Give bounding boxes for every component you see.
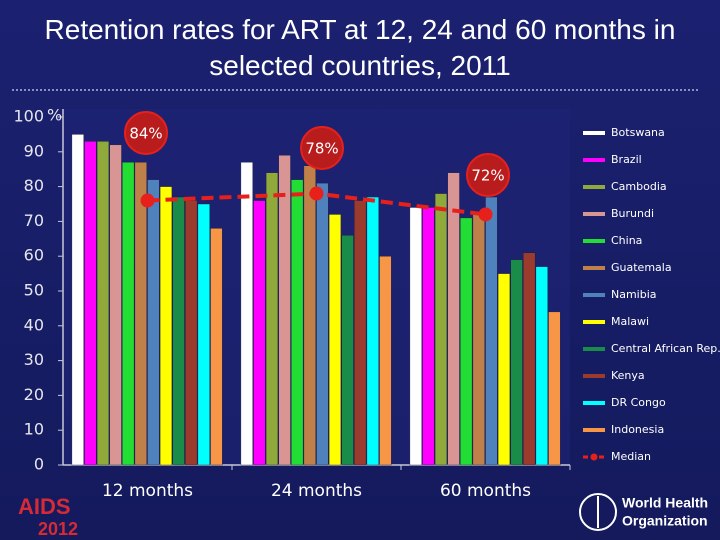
legend-label: Burundi xyxy=(611,207,654,220)
legend-label: Guatemala xyxy=(611,261,672,274)
bar xyxy=(265,172,279,466)
bar xyxy=(109,144,122,466)
y-tick-label: 0 xyxy=(34,455,44,474)
chart-title: Retention rates for ART at 12, 24 and 60… xyxy=(44,14,676,81)
bar xyxy=(172,196,185,466)
bar xyxy=(197,203,210,466)
legend-swatch xyxy=(583,239,605,243)
bar xyxy=(328,214,342,466)
annotation: 72% xyxy=(471,167,504,185)
legend-label: Namibia xyxy=(611,288,657,301)
bar xyxy=(291,179,304,466)
bar xyxy=(497,273,511,466)
who-emblem xyxy=(579,493,617,531)
legend-label: Kenya xyxy=(611,369,645,382)
y-tick-label: 10 xyxy=(24,420,44,439)
bar xyxy=(134,162,147,466)
legend-label: Indonesia xyxy=(611,423,664,436)
y-tick-label: 20 xyxy=(24,385,44,404)
median-marker xyxy=(309,186,324,201)
bar xyxy=(510,259,523,466)
bar xyxy=(240,162,253,466)
bar xyxy=(548,311,561,466)
title-rule xyxy=(12,89,698,91)
who-logo: Organization xyxy=(622,513,708,529)
bar xyxy=(485,196,498,466)
legend-swatch xyxy=(583,293,605,297)
legend-swatch xyxy=(583,185,605,189)
legend-swatch xyxy=(590,453,598,461)
bar xyxy=(122,162,135,466)
bar xyxy=(447,172,460,466)
y-tick-label: 70 xyxy=(24,211,44,230)
legend-label: Median xyxy=(611,450,651,463)
y-tick-label: 30 xyxy=(24,350,44,369)
legend-swatch xyxy=(583,401,605,405)
legend-label: Malawi xyxy=(611,315,649,328)
bar xyxy=(96,141,110,466)
annotation-badge xyxy=(124,111,168,155)
legend-swatch xyxy=(583,131,605,135)
median-marker xyxy=(478,207,493,222)
bar xyxy=(303,165,316,466)
annotation: 84% xyxy=(129,125,162,143)
bar xyxy=(535,266,548,466)
y-tick-label: 90 xyxy=(24,141,44,160)
bar xyxy=(278,155,291,466)
bar xyxy=(147,179,160,466)
legend-swatch xyxy=(583,158,605,162)
y-tick-label: 100 xyxy=(13,107,44,126)
bar xyxy=(354,200,367,466)
legend-label: Botswana xyxy=(611,126,665,139)
y-tick-label: 50 xyxy=(24,281,44,300)
annotation-badge xyxy=(300,126,344,170)
median-marker xyxy=(140,193,155,208)
bar xyxy=(210,228,223,466)
bar xyxy=(316,182,329,466)
legend-swatch xyxy=(583,320,605,324)
legend-label: China xyxy=(611,234,642,247)
bar xyxy=(159,186,173,466)
annotation-badge xyxy=(466,153,510,197)
bar xyxy=(366,196,379,466)
legend-label: DR Congo xyxy=(611,396,666,409)
bar xyxy=(379,256,392,466)
legend-label: Central African Rep. xyxy=(611,342,720,355)
who-logo: World Health xyxy=(622,495,708,511)
x-tick-label: 12 months xyxy=(102,481,193,501)
x-tick-label: 60 months xyxy=(440,481,531,501)
x-tick-label: 24 months xyxy=(271,481,362,501)
bar xyxy=(523,252,536,466)
bar xyxy=(409,207,422,466)
y-tick-label: 40 xyxy=(24,315,44,334)
bar xyxy=(341,235,354,466)
annotation: 78% xyxy=(305,140,338,158)
bar xyxy=(253,200,266,466)
legend-label: Cambodia xyxy=(611,180,667,193)
legend-label: Brazil xyxy=(611,153,642,166)
bar xyxy=(434,193,448,466)
legend-swatch xyxy=(583,428,605,432)
y-tick-label: 80 xyxy=(24,176,44,195)
bar xyxy=(84,141,97,466)
legend-swatch xyxy=(583,347,605,351)
bar xyxy=(460,217,473,466)
bar xyxy=(422,207,435,466)
legend-swatch xyxy=(583,374,605,378)
aids-logo-year: 2012 xyxy=(38,519,78,539)
y-axis-label: % xyxy=(47,106,62,125)
y-tick-label: 60 xyxy=(24,246,44,265)
legend-swatch xyxy=(583,212,605,216)
bar xyxy=(185,200,198,466)
aids-logo: AIDS xyxy=(18,494,71,519)
legend-swatch xyxy=(583,266,605,270)
bar xyxy=(71,134,84,466)
bar xyxy=(472,214,485,466)
